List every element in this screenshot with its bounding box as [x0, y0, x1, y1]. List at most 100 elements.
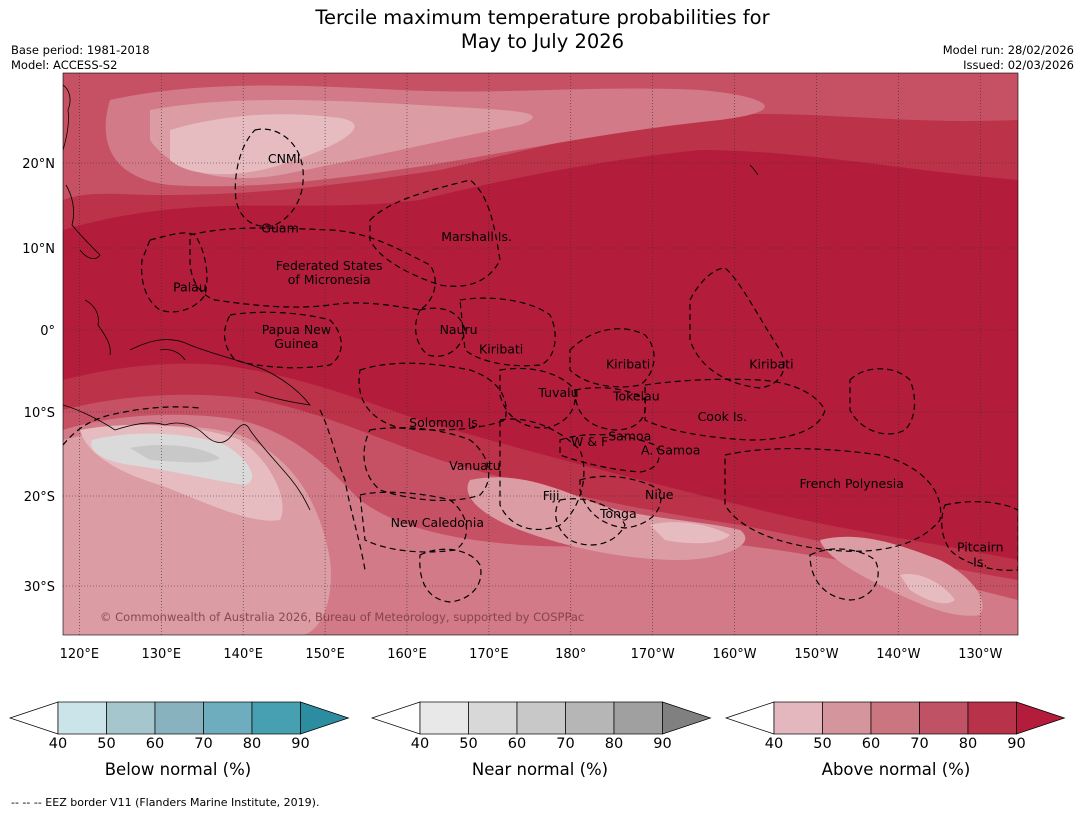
coastline — [63, 84, 71, 151]
lon-tick-label: 150°E — [305, 647, 345, 662]
region-label: Kiribati — [606, 356, 650, 371]
region-label: Marshall Is. — [441, 229, 512, 244]
region-label: Tonga — [599, 506, 637, 521]
lon-tick-label: 170°E — [469, 647, 509, 662]
lat-tick-label: 30°S — [24, 580, 55, 595]
eez-border — [569, 328, 655, 388]
eez-border — [419, 548, 482, 603]
title-line-1: Tercile maximum temperature probabilitie… — [315, 6, 770, 29]
eez-border — [579, 475, 662, 529]
colorbar-extend-low — [370, 701, 421, 735]
lat-tick-label: 20°S — [24, 490, 55, 505]
colorbar-tick-label: 80 — [958, 736, 978, 752]
eez-border — [644, 378, 826, 441]
eez-border — [849, 368, 916, 435]
colorbar-tick-label: 50 — [813, 736, 832, 752]
chart-title: Tercile maximum temperature probabilitie… — [0, 6, 1085, 54]
region-label: A. Samoa — [641, 443, 700, 458]
lon-tick-label: 120°E — [60, 647, 100, 662]
eez-footnote: -- -- -- EEZ border V11 (Flanders Marine… — [11, 796, 320, 809]
colorbar-extend-low — [8, 701, 59, 735]
colorbar-tick-label: 40 — [764, 736, 784, 752]
model-run: Model run: 28/02/2026 — [942, 43, 1074, 57]
colorbar-tick-label: 90 — [291, 736, 310, 752]
region-label: Guam — [261, 220, 298, 235]
probability-contour — [650, 522, 730, 544]
lon-tick-label: 180° — [555, 647, 586, 662]
colorbar-tick-label: 60 — [861, 736, 881, 752]
colorbar-segment — [565, 701, 615, 735]
region-label: Samoa — [608, 428, 651, 443]
copyright-notice: © Commonwealth of Australia 2026, Bureau… — [100, 610, 584, 624]
colorbar-title-below: Below normal (%) — [104, 760, 252, 779]
coastline — [129, 339, 311, 406]
region-label: Is. — [973, 555, 987, 570]
probability-contour — [130, 445, 220, 463]
coastline — [159, 349, 186, 361]
coastlines — [63, 84, 759, 511]
coastline — [65, 184, 101, 260]
region-label: Cook Is. — [698, 409, 747, 424]
colorbar-tick-label: 70 — [910, 736, 929, 752]
region-label: Tuvalu — [537, 385, 578, 400]
colorbar-segment — [154, 701, 204, 735]
lon-tick-label: 130°E — [142, 647, 182, 662]
colorbar-tick-label: 90 — [653, 736, 672, 752]
region-label: New Caledonia — [391, 515, 484, 530]
colorbar-segment — [251, 701, 301, 735]
eez-border — [574, 387, 646, 431]
lon-tick-label: 140°E — [223, 647, 263, 662]
colorbar-near-normal — [370, 701, 712, 735]
region-label: of Micronesia — [288, 272, 371, 287]
region-label: French Polynesia — [799, 476, 903, 491]
colorbar-tick-label: 80 — [242, 736, 262, 752]
eez-border — [499, 418, 585, 530]
region-label: Tokelau — [612, 388, 660, 403]
colorbar-extend-high — [662, 701, 712, 735]
eez-border — [459, 297, 556, 367]
colorbar-segment — [613, 701, 663, 735]
colorbar-segment — [773, 701, 823, 735]
eez-border — [189, 227, 436, 311]
region-label: CNMI — [268, 151, 301, 166]
region-label: Nauru — [440, 322, 478, 337]
coastline — [749, 164, 759, 176]
lon-tick-label: 130°W — [958, 647, 1002, 662]
colorbar-title-near: Near normal (%) — [471, 760, 609, 779]
lon-tick-label: 140°W — [876, 647, 920, 662]
eez-border — [369, 179, 501, 287]
region-label: Kiribati — [479, 342, 523, 357]
probability-contour — [170, 114, 355, 175]
colorbar-tick-label: 80 — [604, 736, 624, 752]
issued-date: Issued: 02/03/2026 — [963, 58, 1074, 72]
colorbar-extend-low — [724, 701, 775, 735]
colorbar-tick-label: 70 — [556, 736, 575, 752]
colorbar-tick-label: 60 — [507, 736, 527, 752]
region-label: Solomon Is. — [409, 415, 482, 430]
eez-border — [724, 447, 942, 552]
probability-contour — [900, 574, 955, 604]
region-label: Pitcairn — [957, 539, 1003, 554]
eez-border — [319, 409, 366, 571]
region-label: Federated States — [276, 258, 383, 273]
region-label: Palau — [173, 279, 207, 294]
colorbar-above-normal — [724, 701, 1066, 735]
region-label: Kiribati — [749, 356, 793, 371]
region-label: Guinea — [274, 336, 318, 351]
colorbar-segment — [468, 701, 518, 735]
eez-border — [363, 427, 490, 502]
eez-borders — [63, 128, 1018, 603]
lon-tick-label: 150°W — [794, 647, 838, 662]
colorbar-tick-label: 40 — [410, 736, 430, 752]
eez-border — [555, 498, 626, 546]
region-label: Papua New — [262, 322, 331, 337]
model-run-info: Model run: 28/02/2026 Issued: 02/03/2026 — [943, 43, 1074, 73]
eez-border — [63, 406, 201, 446]
graticule — [63, 73, 1018, 635]
region-label: Fiji — [543, 488, 560, 503]
colorbar-segment — [203, 701, 253, 735]
colorbar-segment — [419, 701, 469, 735]
colorbar-segment — [967, 701, 1017, 735]
